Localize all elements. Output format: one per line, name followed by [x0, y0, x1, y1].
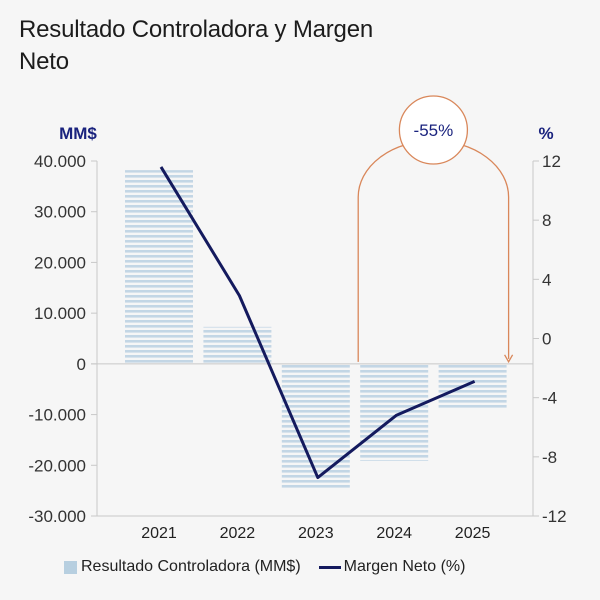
legend-label-bars: Resultado Controladora (MM$) [81, 558, 301, 575]
bar-2025 [438, 363, 507, 409]
left-tick-label: 10.000 [34, 304, 86, 323]
category-label-2024: 2024 [376, 525, 412, 542]
right-tick-label: 12 [542, 152, 561, 171]
annotation-arrowhead [504, 354, 514, 364]
legend-item-bars: Resultado Controladora (MM$) [64, 558, 301, 576]
right-tick-label: 0 [542, 330, 551, 349]
category-label-2021: 2021 [141, 525, 177, 542]
legend-swatch-bar [64, 560, 77, 574]
right-tick-label: 8 [542, 211, 551, 230]
bar-2024 [360, 363, 429, 461]
annotation-connector [357, 140, 510, 362]
left-tick-label: 0 [77, 355, 86, 374]
bar-2021 [125, 170, 193, 364]
category-label-2023: 2023 [298, 525, 334, 542]
right-tick-label: 4 [542, 270, 551, 289]
legend-item-line: Margen Neto (%) [318, 558, 466, 576]
legend: Resultado Controladora (MM$) Margen Neto… [64, 558, 483, 576]
category-label-2022: 2022 [220, 525, 256, 542]
annotation-bubble [398, 95, 469, 165]
annotation-label: -55% [414, 121, 454, 140]
legend-label-line: Margen Neto (%) [343, 558, 466, 575]
right-tick-label: -8 [542, 448, 557, 467]
right-axis-unit: % [538, 124, 553, 143]
right-tick-label: -4 [542, 389, 557, 408]
left-tick-label: -20.000 [28, 456, 86, 475]
chart-title: Resultado Controladora y Margen Neto [19, 16, 373, 75]
left-tick-label: 30.000 [34, 203, 86, 222]
left-tick-label: 20.000 [34, 253, 86, 272]
bar-2023 [281, 363, 350, 490]
left-tick-label: -10.000 [28, 406, 86, 425]
legend-swatch-line [318, 565, 341, 569]
left-axis-unit: MM$ [59, 124, 97, 143]
category-label-2025: 2025 [455, 525, 491, 542]
left-tick-label: -30.000 [28, 507, 86, 526]
left-tick-label: 40.000 [34, 152, 86, 171]
right-tick-label: -12 [542, 507, 567, 526]
